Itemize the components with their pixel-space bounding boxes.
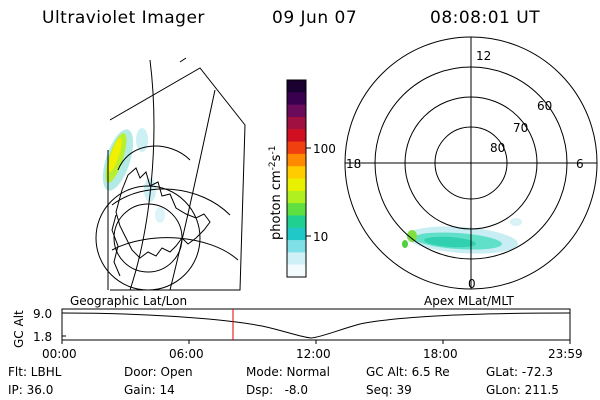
time-label: 08:08:01 UT xyxy=(430,8,541,28)
info-dsp: Dsp: -8.0 xyxy=(246,383,309,397)
colorbar-band xyxy=(287,80,306,93)
mlt-label-6: 6 xyxy=(576,157,584,171)
colorbar-band xyxy=(287,240,306,253)
colorbar-band xyxy=(287,104,306,118)
info-seq: Seq: 39 xyxy=(366,383,412,397)
colorbar-band xyxy=(287,92,306,106)
time-tick: 06:00 xyxy=(169,347,204,361)
colorbar-band xyxy=(287,116,306,130)
date-label: 09 Jun 07 xyxy=(272,8,358,28)
colorbar-band xyxy=(287,227,306,241)
info-gain: Gain: 14 xyxy=(124,383,175,397)
mlt-label-0: 0 xyxy=(468,277,476,291)
instrument-title: Ultraviolet Imager xyxy=(42,8,205,28)
info-door: Door: Open xyxy=(124,365,193,379)
colorbar-band xyxy=(287,215,306,229)
right-panel-caption: Apex MLat/MLT xyxy=(424,294,514,308)
mlat-label-70: 70 xyxy=(513,121,528,135)
info-glon: GLon: 211.5 xyxy=(486,383,559,397)
info-glat: GLat: -72.3 xyxy=(486,365,553,379)
aurora-emission-map xyxy=(102,128,165,223)
info-gc-alt: GC Alt: 6.5 Re xyxy=(366,365,450,379)
time-tick: 23:59 xyxy=(548,347,583,361)
left-panel-caption: Geographic Lat/Lon xyxy=(70,294,188,308)
colorbar-band xyxy=(287,178,306,192)
colorbar-tick: 10 xyxy=(313,230,328,244)
time-tick: 12:00 xyxy=(296,347,331,361)
mlt-label-12: 12 xyxy=(476,49,491,63)
colorbar-band xyxy=(287,252,306,266)
aurora-emission-polar xyxy=(402,218,522,254)
mlat-label-80: 80 xyxy=(490,141,505,155)
info-mode: Mode: Normal xyxy=(246,365,330,379)
time-tick: 00:00 xyxy=(42,347,77,361)
colorbar-tick: 100 xyxy=(313,142,336,156)
time-tick: 18:00 xyxy=(423,347,458,361)
altitude-tick: 1.8 xyxy=(33,330,52,344)
mlat-label-60: 60 xyxy=(537,99,552,113)
colorbar-band xyxy=(287,153,306,167)
colorbar-band xyxy=(287,129,306,143)
altitude-tick: 9.0 xyxy=(33,307,52,321)
colorbar-unit-label: photon cm-2s-1 xyxy=(268,146,284,240)
altitude-curve xyxy=(61,312,571,339)
colorbar-band xyxy=(287,141,306,155)
colorbar-gradient xyxy=(287,80,306,278)
colorbar-band xyxy=(287,203,306,216)
info-filter: Flt: LBHL xyxy=(8,365,62,379)
colorbar-band xyxy=(287,264,306,278)
colorbar-band xyxy=(287,166,306,179)
info-ip: IP: 36.0 xyxy=(8,383,54,397)
mlt-label-18: 18 xyxy=(346,157,361,171)
colorbar-band xyxy=(287,190,306,204)
altitude-axis-label: GC Alt xyxy=(12,310,26,348)
coastline xyxy=(115,167,211,259)
